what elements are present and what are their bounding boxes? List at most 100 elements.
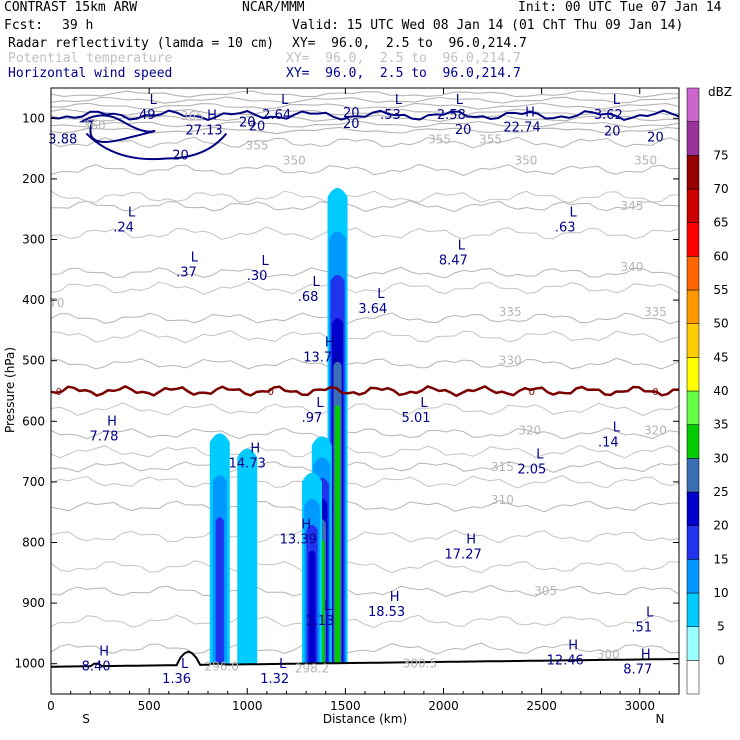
high-low-letter: L [324,599,332,614]
field-3-name: Horizontal wind speed [8,66,173,81]
high-low-letter: H [301,517,311,532]
high-low-value: .51 [631,620,652,635]
theta-contour-extra [51,559,679,574]
x-tick-label: 500 [138,699,161,713]
high-low-value: .68 [298,290,319,305]
high-low-marker: L.30 [247,254,270,284]
theta-label: 355 [428,133,451,147]
colorbar-swatch [686,660,700,695]
high-low-letter: H [325,336,335,351]
terrain-profile [51,650,679,668]
y-tick-label: 300 [22,233,45,247]
high-low-value: 18.53 [368,605,405,620]
theta-contour-extra [51,190,679,204]
high-low-marker: L2.64 [262,93,291,123]
valid-time: Valid: 15 UTC Wed 08 Jan 14 (01 ChT Thu … [292,18,684,33]
theta-label: 365 [181,109,204,123]
high-low-letter: H [207,108,217,123]
high-low-value: .63 [555,220,576,235]
wind-label: 20 [249,120,266,135]
high-low-value: 3.64 [358,302,387,317]
theta-contour-extra [51,329,679,344]
reflectivity-cells [209,187,348,664]
colorbar: 0 5 10 15 20 25 30 35 40 45 50 55 60 65 70 75 [686,87,729,695]
high-low-marker: H8.40 [82,645,111,675]
colorbar-swatch [686,458,700,493]
theta-label: 320 [518,423,541,437]
high-low-marker: L5.01 [402,396,431,426]
theta-contour-315 [51,460,679,473]
colorbar-swatch [686,626,700,661]
x-tick-label: 0 [47,699,55,713]
colorbar-tick-label: 75 [713,148,728,162]
theta-contour-310 [51,500,679,513]
zero-isotherm-label: 0 [652,387,658,398]
high-low-value: 17.27 [445,548,482,563]
center-label: NCAR/MMM [242,0,305,15]
high-low-value: .24 [113,220,134,235]
high-low-letter: L [181,657,189,672]
high-low-value: 12.46 [547,654,584,669]
high-low-value: 8.77 [623,663,652,678]
y-axis-label: Pressure (hPa) [3,347,17,433]
wind-label: 20 [455,123,472,138]
colorbar-tick-label: 0 [717,653,725,667]
high-low-marker: L1.36 [162,657,191,687]
theta-contour-330 [51,357,679,370]
theta-label: 296.0 [205,660,239,674]
high-low-value: .37 [176,266,197,281]
colorbar-swatch [686,188,700,223]
axes: 0 500 1000 1500 2000 2500 30001002003004005006… [14,88,679,713]
high-low-letter: H [250,442,260,457]
reflectivity-contour-5 [237,448,258,664]
high-low-letter: L [613,93,621,108]
zero-isotherm-label: 0 [268,387,274,398]
theta-label: 345 [620,199,643,213]
theta-label: 350 [514,154,537,168]
theta-contour-extra [51,226,679,241]
y-tick-label: 700 [22,475,45,489]
theta-label: 300 [597,648,620,662]
colorbar-tick-label: 30 [713,451,728,465]
theta-contour-335 [51,312,679,325]
high-low-value: 8.40 [82,660,111,675]
high-low-letter: L [456,93,464,108]
theta-label: 330 [499,354,522,368]
high-low-marker: L.24 [113,205,136,235]
high-low-letter: L [458,239,466,254]
model-title: CONTRAST 15km ARW [4,0,138,15]
high-low-labels: L.49L2.64L.53L2.58L3.62H27.13H22.743.88L… [48,93,654,687]
south-label: S [82,712,90,726]
theta-contour-extra [51,614,679,629]
high-low-value: 3.62 [594,108,623,123]
theta-contour-340 [51,266,679,279]
zero-isotherm: 0 0 0 0 [51,384,679,398]
reflectivity-cell [327,187,348,664]
wind-contour-20 [85,132,228,161]
theta-contour-extra [51,402,679,417]
colorbar-swatch [686,424,700,459]
reflectivity-contour-20 [308,550,316,664]
high-low-value: 22.74 [503,120,540,135]
high-low-value: 3.88 [48,132,77,147]
colorbar-tick-label: 55 [713,283,728,297]
high-low-value: 8.47 [439,254,468,269]
field-3-xy: XY= 96.0, 2.5 to 96.0,214.7 [286,66,521,81]
theta-band-line [50,90,680,98]
high-low-value: 7.78 [90,429,119,444]
colorbar-swatch [686,256,700,291]
high-low-value: 27.13 [185,123,222,138]
high-low-marker: L.14 [598,420,621,450]
field-1-xy: XY= 96.0, 2.5 to 96.0,214.7 [292,36,527,51]
y-tick-label: 400 [22,293,45,307]
theta-labels: 365 360 355 355 355 350 350 350 345 340 335 335 330 3… [48,109,667,676]
theta-label: 300.5 [403,657,437,671]
high-low-marker: L1.13 [305,599,334,629]
colorbar-tick-label: 10 [713,586,728,600]
high-low-value: 1.13 [305,614,334,629]
theta-label: 360 [83,119,106,133]
colorbar-tick-label: 45 [713,350,728,364]
high-low-marker: H22.74 [503,105,540,135]
theta-contour-extra [51,281,679,295]
x-tick-label: 2500 [526,699,557,713]
